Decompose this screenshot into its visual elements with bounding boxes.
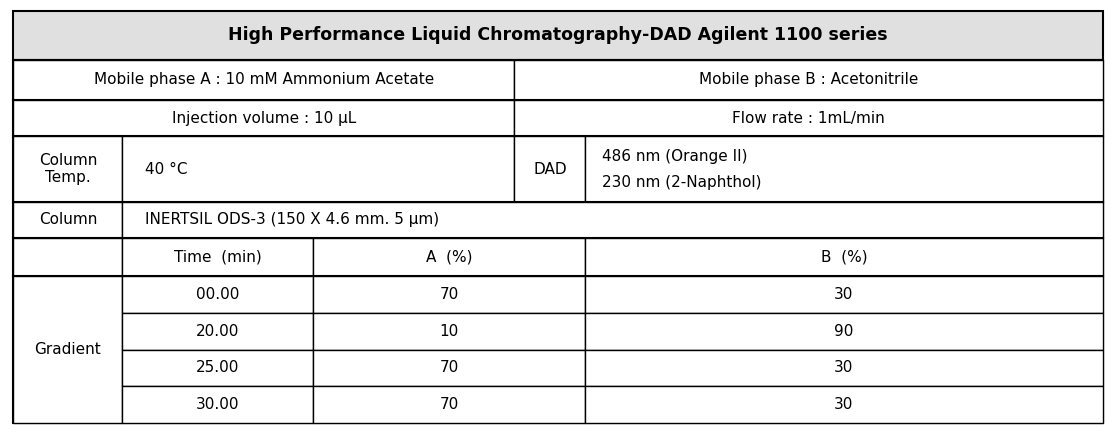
Bar	[123, 386, 312, 423]
Text: 25.00: 25.00	[196, 361, 239, 375]
Bar	[123, 313, 312, 350]
Bar	[312, 276, 585, 313]
Bar	[13, 238, 123, 276]
Text: 486 nm (Orange II): 486 nm (Orange II)	[602, 148, 748, 164]
Text: 70: 70	[440, 287, 459, 302]
Bar	[13, 100, 514, 136]
Text: B  (%): B (%)	[820, 250, 867, 265]
Bar	[514, 100, 1103, 136]
Bar	[123, 276, 312, 313]
Text: INERTSIL ODS-3 (150 X 4.6 mm. 5 μm): INERTSIL ODS-3 (150 X 4.6 mm. 5 μm)	[145, 212, 439, 227]
Bar	[123, 350, 312, 386]
Bar	[13, 59, 514, 100]
Bar	[123, 136, 514, 202]
Bar	[585, 276, 1103, 313]
Text: High Performance Liquid Chromatography-DAD Agilent 1100 series: High Performance Liquid Chromatography-D…	[228, 26, 888, 44]
Text: Gradient: Gradient	[35, 342, 102, 357]
Text: 30: 30	[835, 397, 854, 412]
Text: 230 nm (2-Naphthol): 230 nm (2-Naphthol)	[602, 174, 761, 190]
Bar	[13, 202, 123, 238]
Text: Time  (min): Time (min)	[174, 250, 261, 265]
Bar	[585, 136, 1103, 202]
Bar	[123, 202, 1103, 238]
Text: A  (%): A (%)	[426, 250, 472, 265]
Text: 70: 70	[440, 361, 459, 375]
Bar	[13, 276, 1103, 423]
Bar	[13, 59, 1103, 100]
Text: 10: 10	[440, 324, 459, 339]
Bar	[514, 136, 585, 202]
Bar	[585, 350, 1103, 386]
Text: 30.00: 30.00	[196, 397, 239, 412]
Bar	[13, 11, 1103, 59]
Text: DAD: DAD	[533, 161, 567, 177]
Text: Flow rate : 1mL/min: Flow rate : 1mL/min	[732, 111, 885, 126]
Bar	[585, 238, 1103, 276]
Bar	[13, 136, 123, 202]
Text: 30: 30	[835, 361, 854, 375]
Text: Column
Temp.: Column Temp.	[39, 153, 97, 185]
Bar	[312, 313, 585, 350]
Bar	[13, 136, 1103, 202]
Text: 90: 90	[835, 324, 854, 339]
Bar	[13, 100, 1103, 136]
Bar	[312, 386, 585, 423]
Text: 30: 30	[835, 287, 854, 302]
Bar	[13, 238, 1103, 276]
Bar	[13, 202, 1103, 238]
Bar	[514, 59, 1103, 100]
Text: Mobile phase A : 10 mM Ammonium Acetate: Mobile phase A : 10 mM Ammonium Acetate	[94, 72, 434, 87]
Text: Mobile phase B : Acetonitrile: Mobile phase B : Acetonitrile	[699, 72, 918, 87]
Bar	[312, 350, 585, 386]
Text: Column: Column	[39, 212, 97, 227]
Bar	[585, 313, 1103, 350]
Text: 20.00: 20.00	[196, 324, 239, 339]
Bar	[585, 386, 1103, 423]
Bar	[123, 238, 312, 276]
Text: 40 °C: 40 °C	[145, 161, 187, 177]
Text: 00.00: 00.00	[196, 287, 239, 302]
Bar	[13, 276, 123, 423]
Text: Injection volume : 10 μL: Injection volume : 10 μL	[172, 111, 356, 126]
Text: 70: 70	[440, 397, 459, 412]
Bar	[312, 238, 585, 276]
